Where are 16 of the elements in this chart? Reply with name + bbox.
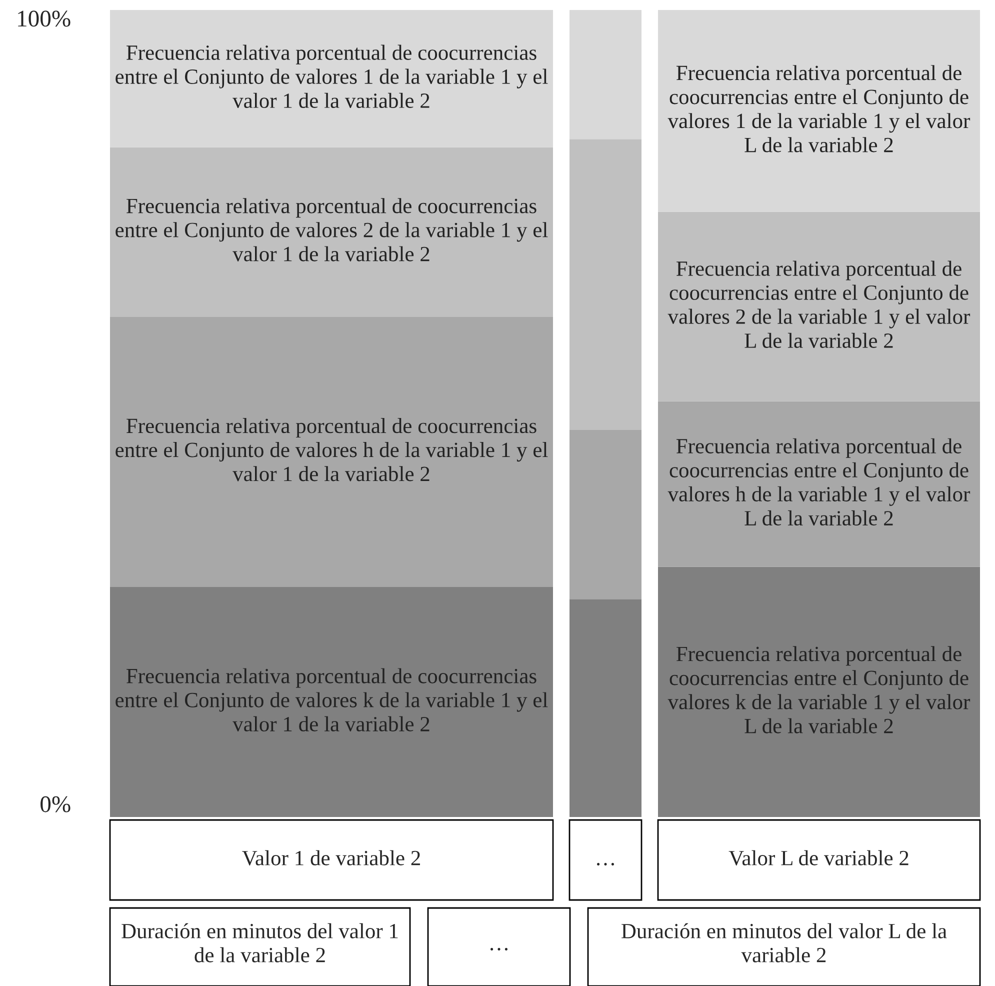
text: Duración en minutos del valor 1 de la variable 2 xyxy=(122,923,398,962)
data-label: Frecuencia relativa porcentual de coocurrencias entre el Conjunto de valores k de la variable 1 y el valor L de la variable 2 xyxy=(668,646,970,734)
data-label: Frecuencia relativa porcentual de coocurrencias entre el Conjunto de valores h de la variable 1 y el valor L de la variable 2 xyxy=(668,438,970,526)
data-label: Frecuencia relativa porcentual de coocurrencias entre el Conjunto de valores k de la variable 1 y el valor 1 de la variable 2 xyxy=(116,668,548,732)
y-tick-label: 100% xyxy=(18,10,70,27)
x-tick-label: … xyxy=(597,862,614,866)
y-tick-label: 0% xyxy=(40,796,70,812)
data-label: Frecuencia relativa porcentual de coocurrencias entre el Conjunto de valores h de la variable 1 y el valor 1 de la variable 2 xyxy=(116,418,548,482)
data-label: Frecuencia relativa porcentual de coocurrencias entre el Conjunto de valores 2 de la variable 1 y el valor 1 de la variable 2 xyxy=(116,198,548,262)
data-label: Frecuencia relativa porcentual de coocurrencias entre el Conjunto de valores 1 de la variable 1 y el valor L de la variable 2 xyxy=(668,65,970,152)
x-tick-label: Valor L de variable 2 xyxy=(728,850,908,866)
text: Duración en minutos del valor L de la variable 2 xyxy=(622,923,947,962)
text: … xyxy=(490,948,508,950)
x-tick-label: Valor 1 de variable 2 xyxy=(242,850,420,866)
data-label: Frecuencia relativa porcentual de coocurrencias entre el Conjunto de valores 1 de la variable 1 y el valor 1 de la variable 2 xyxy=(116,44,548,108)
data-label: Frecuencia relativa porcentual de coocurrencias entre el Conjunto de valores 2 de la variable 1 y el valor L de la variable 2 xyxy=(668,260,970,348)
